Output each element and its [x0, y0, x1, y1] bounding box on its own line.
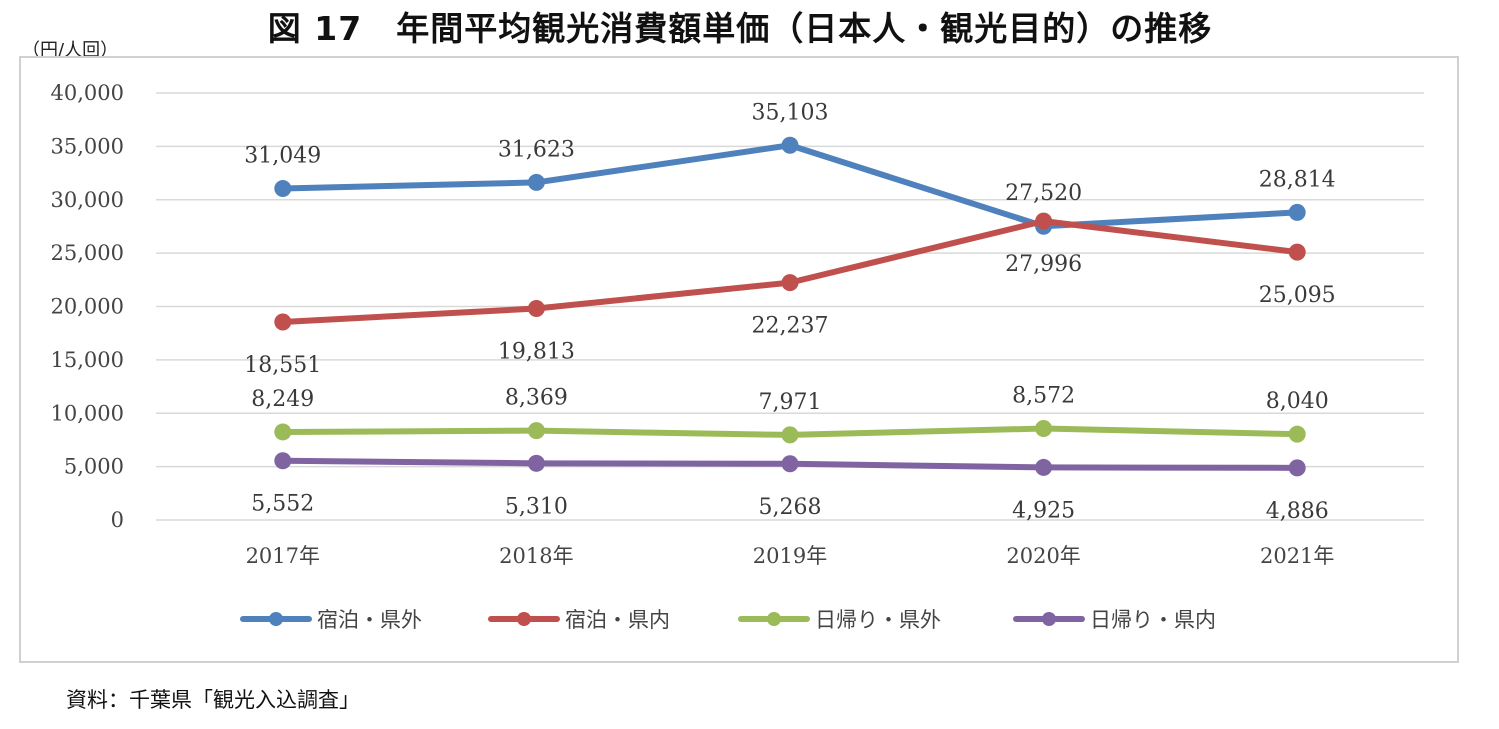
legend-label: 日帰り・県内 — [1090, 608, 1216, 632]
data-point — [1288, 425, 1306, 443]
data-label: 19,813 — [498, 339, 575, 364]
legend-marker — [269, 612, 283, 626]
x-tick-label: 2017年 — [246, 544, 320, 568]
data-label: 4,886 — [1266, 499, 1329, 524]
data-label: 5,268 — [759, 495, 822, 520]
x-tick-label: 2021年 — [1260, 544, 1334, 568]
x-tick-label: 2020年 — [1006, 544, 1080, 568]
y-tick-label: 5,000 — [64, 455, 124, 479]
data-label: 22,237 — [752, 314, 829, 339]
data-point — [274, 180, 292, 198]
data-label: 5,310 — [505, 494, 568, 519]
data-point — [781, 136, 799, 154]
data-label: 8,369 — [505, 386, 568, 411]
data-point — [1035, 458, 1053, 476]
data-label: 27,996 — [1005, 252, 1082, 277]
y-tick-label: 15,000 — [51, 348, 124, 372]
line-chart: 0 5,000 10,000 15,000 20,000 25,000 30,000 35,0… — [51, 81, 1424, 632]
data-label: 18,551 — [244, 353, 321, 378]
chart-title: 図 17 年間平均観光消費額単価（日本人・観光目的）の推移 — [267, 9, 1213, 48]
data-point — [274, 452, 292, 470]
data-label: 25,095 — [1259, 283, 1336, 308]
y-tick-label: 30,000 — [51, 188, 124, 212]
y-tick-label: 10,000 — [51, 401, 124, 425]
data-label: 27,520 — [1005, 181, 1082, 206]
data-point — [527, 422, 545, 440]
data-label: 8,040 — [1266, 389, 1329, 414]
chart-area: 0 5,000 10,000 15,000 20,000 25,000 30,000 35,0… — [19, 56, 1459, 663]
data-point — [1035, 419, 1053, 437]
y-tick-label: 35,000 — [51, 134, 124, 158]
data-point — [781, 274, 799, 292]
y-tick-label: 0 — [111, 508, 124, 532]
x-tick-label: 2019年 — [753, 544, 827, 568]
data-point — [274, 313, 292, 331]
series-line — [279, 142, 1301, 230]
data-label: 28,814 — [1259, 167, 1336, 192]
data-label: 4,925 — [1012, 498, 1075, 523]
legend-label: 日帰り・県外 — [815, 608, 941, 632]
data-point — [1288, 203, 1306, 221]
data-point — [781, 455, 799, 473]
x-tick-label: 2018年 — [499, 544, 573, 568]
data-point — [1035, 212, 1053, 230]
data-point — [1288, 459, 1306, 477]
legend-marker — [1042, 612, 1056, 626]
legend-label: 宿泊・県内 — [565, 608, 670, 632]
y-tick-label: 25,000 — [51, 241, 124, 265]
data-point — [527, 454, 545, 472]
data-label: 35,103 — [752, 100, 829, 125]
y-axis-unit-label: （円/人回） — [22, 40, 119, 61]
legend-label: 宿泊・県外 — [317, 608, 422, 632]
legend-marker — [517, 612, 531, 626]
data-label: 8,249 — [251, 387, 314, 412]
data-point — [527, 299, 545, 317]
data-label: 8,572 — [1012, 383, 1075, 408]
data-label: 31,623 — [498, 137, 575, 162]
data-label: 31,049 — [244, 144, 321, 169]
y-tick-label: 40,000 — [51, 81, 124, 105]
data-point — [1288, 243, 1306, 261]
data-point — [527, 173, 545, 191]
data-label: 5,552 — [251, 492, 314, 517]
data-point — [274, 423, 292, 441]
y-tick-label: 20,000 — [51, 295, 124, 319]
data-point — [781, 426, 799, 444]
legend-marker — [767, 612, 781, 626]
data-label: 7,971 — [759, 390, 822, 415]
source-note: 資料：千葉県「観光入込調査」 — [66, 688, 360, 712]
